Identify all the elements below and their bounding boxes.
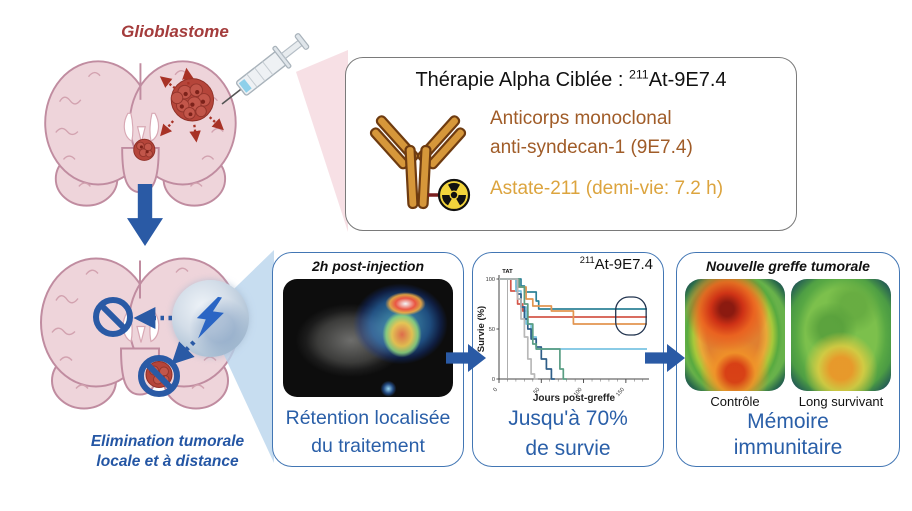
radioactive-icon — [437, 178, 471, 212]
x-tick-label: 50 — [533, 387, 542, 396]
antibody-description: Anticorps monoclonal anti-syndecan-1 (9E… — [490, 104, 693, 162]
elimination-caption: Elimination tumorale locale et à distanc… — [50, 432, 285, 472]
x-tick-label: 100 — [573, 387, 584, 398]
retention-caption-line1: Rétention localisée — [285, 407, 451, 429]
annotation-capsule — [615, 296, 647, 336]
survival-annotation-label: 211At-9E7.4 — [579, 255, 653, 273]
survival-panel: 211At-9E7.4 0 50 100 150 0 50 100 Survie (%) Jou… — [472, 252, 664, 467]
survival-caption-line1: Jusqu'à 70% — [508, 407, 628, 430]
retention-header: 2h post-injection — [312, 258, 424, 274]
antibody-icon — [369, 115, 471, 212]
x-tick-label: 0 — [492, 387, 499, 393]
tumor-spread-arrows — [159, 67, 224, 143]
annotation-isotope: At-9E7.4 — [594, 256, 653, 273]
therapy-title-text: Thérapie Alpha Ciblée : — [415, 69, 629, 91]
x-tick-label: 150 — [615, 387, 626, 398]
antibody-line1: Anticorps monoclonal — [490, 108, 672, 129]
memory-caption: Mémoire immunitaire — [677, 409, 899, 461]
memory-panel: Nouvelle greffe tumorale Contrôle Long s… — [676, 252, 900, 467]
memory-header: Nouvelle greffe tumorale — [706, 258, 870, 274]
therapy-title: Thérapie Alpha Ciblée : 211At-9E7.4 — [346, 67, 796, 92]
brain-shape — [44, 60, 237, 207]
isotope-name: At-9E7.4 — [648, 69, 727, 91]
therapy-box: Thérapie Alpha Ciblée : 211At-9E7.4 — [345, 57, 797, 231]
bioluminescence-image-survivant — [791, 279, 891, 391]
memory-caption-line1: Mémoire — [747, 410, 829, 433]
spect-image — [283, 279, 453, 397]
elimination-caption-line1: Elimination tumorale — [90, 433, 245, 450]
x-axis-label: Jours post-greffe — [533, 393, 616, 403]
elimination-arrows — [133, 307, 196, 365]
lightning-bolt-icon — [196, 296, 224, 339]
tat-marker-label: TAT — [502, 269, 513, 275]
glioblastome-label: Glioblastome — [121, 22, 229, 41]
prohibition-icon-tumor — [138, 355, 180, 397]
memory-caption-line2: immunitaire — [733, 436, 843, 459]
tumor-secondary — [133, 138, 156, 161]
bioluminescence-image-controle — [685, 279, 785, 391]
syringe-icon — [221, 33, 310, 105]
retention-caption: Rétention localisée du traitement — [273, 404, 463, 460]
isotope-superscript: 211 — [628, 67, 649, 82]
brain-coronal-illustration — [44, 60, 237, 207]
survival-curve-control-gray — [499, 278, 538, 380]
retention-panel: 2h post-injection Rétention localisée du… — [272, 252, 464, 467]
survival-caption-line2: de survie — [525, 437, 611, 460]
survival-chart-wrap: 0 50 100 150 0 50 100 Survie (%) Jours post-gref… — [476, 261, 659, 404]
survival-curve-treated-teal — [499, 278, 647, 310]
antibody-line2: anti-syndecan-1 (9E7.4) — [490, 137, 693, 158]
prohibition-icon — [93, 297, 133, 337]
y-tick-label: 100 — [486, 277, 495, 283]
y-axis-label: Survie (%) — [477, 306, 487, 352]
tumor-primary — [170, 78, 215, 122]
survival-curve-control-green — [499, 278, 567, 380]
y-tick-label: 0 — [492, 377, 495, 383]
astate-description: Astate-211 (demi-vie: 7.2 h) — [490, 178, 724, 199]
survival-chart: 0 50 100 150 0 50 100 Survie (%) Jours post-gref… — [476, 269, 649, 404]
injection-beam — [296, 50, 348, 232]
retention-caption-line2: du traitement — [311, 435, 425, 457]
elimination-caption-line2: locale et à distance — [96, 453, 239, 470]
survival-caption: Jusqu'à 70% de survie — [473, 404, 663, 464]
annotation-superscript: 211 — [579, 255, 595, 265]
survival-curve-control-navy — [499, 278, 555, 380]
y-tick-label: 50 — [489, 327, 495, 333]
survivant-label: Long survivant — [798, 394, 884, 409]
controle-label: Contrôle — [710, 394, 760, 409]
